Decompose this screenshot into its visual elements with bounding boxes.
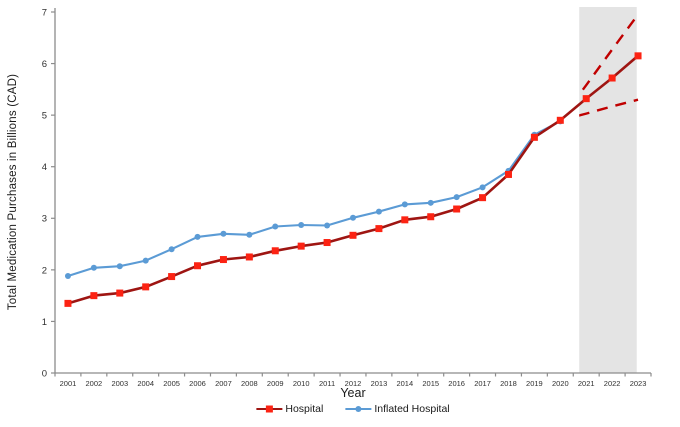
hospital-data-point [401, 216, 409, 224]
y-tick-label: 5 [42, 111, 47, 122]
inflated-hospital-data-point [64, 273, 71, 280]
hospital-data-point [194, 262, 202, 270]
hospital-data-point [556, 116, 564, 124]
inflated-hospital-data-point [479, 184, 486, 191]
x-tick-label: 2018 [500, 379, 517, 388]
hospital-data-point [271, 247, 279, 255]
hospital-data-point [582, 95, 590, 103]
y-tick-label: 6 [42, 59, 47, 70]
x-tick-label: 2007 [215, 379, 232, 388]
hospital-data-point [90, 292, 98, 300]
inflated-hospital-data-point [272, 223, 279, 230]
legend-label-inflated-hospital: Inflated Hospital [374, 403, 450, 415]
inflated-hospital-data-point [220, 230, 227, 237]
inflated-hospital-data-point [194, 233, 201, 240]
x-tick-label: 2006 [189, 379, 206, 388]
inflated-hospital-data-point [246, 231, 253, 238]
hospital-data-point [219, 256, 227, 264]
legend: Hospital Inflated Hospital [256, 403, 450, 415]
hospital-data-point [297, 242, 305, 250]
projection-upper-bound-dashed-line [579, 13, 639, 97]
x-tick-label: 2019 [526, 379, 543, 388]
x-tick-label: 2016 [448, 379, 465, 388]
hospital-data-point [349, 231, 357, 239]
inflated-hospital-data-point [168, 246, 175, 253]
hospital-data-point [479, 194, 487, 202]
medication-purchases-chart: 0 1 2 3 4 5 6 7 2001 2002 2003 2004 2005 2006 2007 2008… [42, 7, 652, 388]
x-axis-title: Year [340, 386, 366, 400]
y-tick-label: 3 [42, 214, 47, 225]
hospital-data-point [453, 205, 461, 213]
hospital-line [67, 54, 639, 305]
x-tick-label: 2022 [604, 379, 621, 388]
x-tick-label: 2020 [552, 379, 569, 388]
legend-item-inflated-hospital: Inflated Hospital [345, 403, 450, 415]
inflated-hospital-data-point [142, 257, 149, 264]
hospital-data-point [504, 170, 512, 178]
hospital-data-point [530, 133, 538, 141]
x-tick-label: 2013 [371, 379, 388, 388]
hospital-data-point [245, 253, 253, 261]
y-tick-label: 2 [42, 265, 47, 276]
inflated-hospital-data-point [350, 214, 356, 221]
x-tick-label: 2010 [293, 379, 310, 388]
inflated-hospital-data-point [375, 208, 382, 215]
inflated-hospital-line-marker-icon [345, 405, 372, 414]
inflated-hospital-data-point [401, 201, 408, 208]
inflated-hospital-data-point [90, 264, 97, 271]
hospital-data-point [608, 74, 616, 82]
inflated-hospital-line [67, 120, 561, 278]
projection-lower-bound-dashed-line [579, 98, 639, 117]
projection-band [579, 7, 637, 373]
x-tick-label: 2012 [345, 379, 362, 388]
x-tick-label: 2021 [578, 379, 595, 388]
x-tick-label: 2014 [396, 379, 413, 388]
inflated-hospital-data-point [453, 194, 460, 201]
x-tick-label: 2004 [137, 379, 154, 388]
y-tick-label: 1 [42, 317, 47, 328]
y-tick-label: 7 [42, 7, 47, 18]
x-tick-label: 2003 [111, 379, 128, 388]
x-tick-label: 2011 [319, 379, 335, 388]
x-tick-label: 2008 [241, 379, 258, 388]
hospital-data-point [375, 225, 383, 233]
hospital-data-point [116, 289, 124, 297]
y-tick-label: 0 [42, 368, 47, 379]
legend-label-hospital: Hospital [285, 403, 324, 415]
x-tick-label: 2005 [163, 379, 180, 388]
x-tick-label: 2015 [422, 379, 439, 388]
hospital-data-point [323, 239, 331, 247]
inflated-hospital-data-point [324, 222, 331, 229]
hospital-data-point [634, 52, 642, 60]
x-tick-label: 2017 [474, 379, 491, 388]
y-axis-title: Total Medication Purchases in Billions (… [7, 73, 19, 311]
hospital-data-point [64, 299, 72, 307]
x-tick-label: 2023 [630, 379, 647, 388]
hospital-data-point [168, 273, 176, 281]
x-tick-label: 2002 [86, 379, 103, 388]
hospital-data-point [142, 283, 150, 291]
legend-item-hospital: Hospital [256, 403, 323, 415]
inflated-hospital-data-point [116, 263, 123, 270]
inflated-hospital-data-point [298, 221, 305, 228]
x-tick-label: 2001 [60, 379, 77, 388]
x-tick-label: 2009 [267, 379, 284, 388]
y-tick-label: 4 [42, 162, 47, 173]
hospital-data-point [427, 213, 435, 221]
inflated-hospital-data-point [427, 199, 434, 206]
hospital-line-marker-icon [256, 405, 283, 414]
